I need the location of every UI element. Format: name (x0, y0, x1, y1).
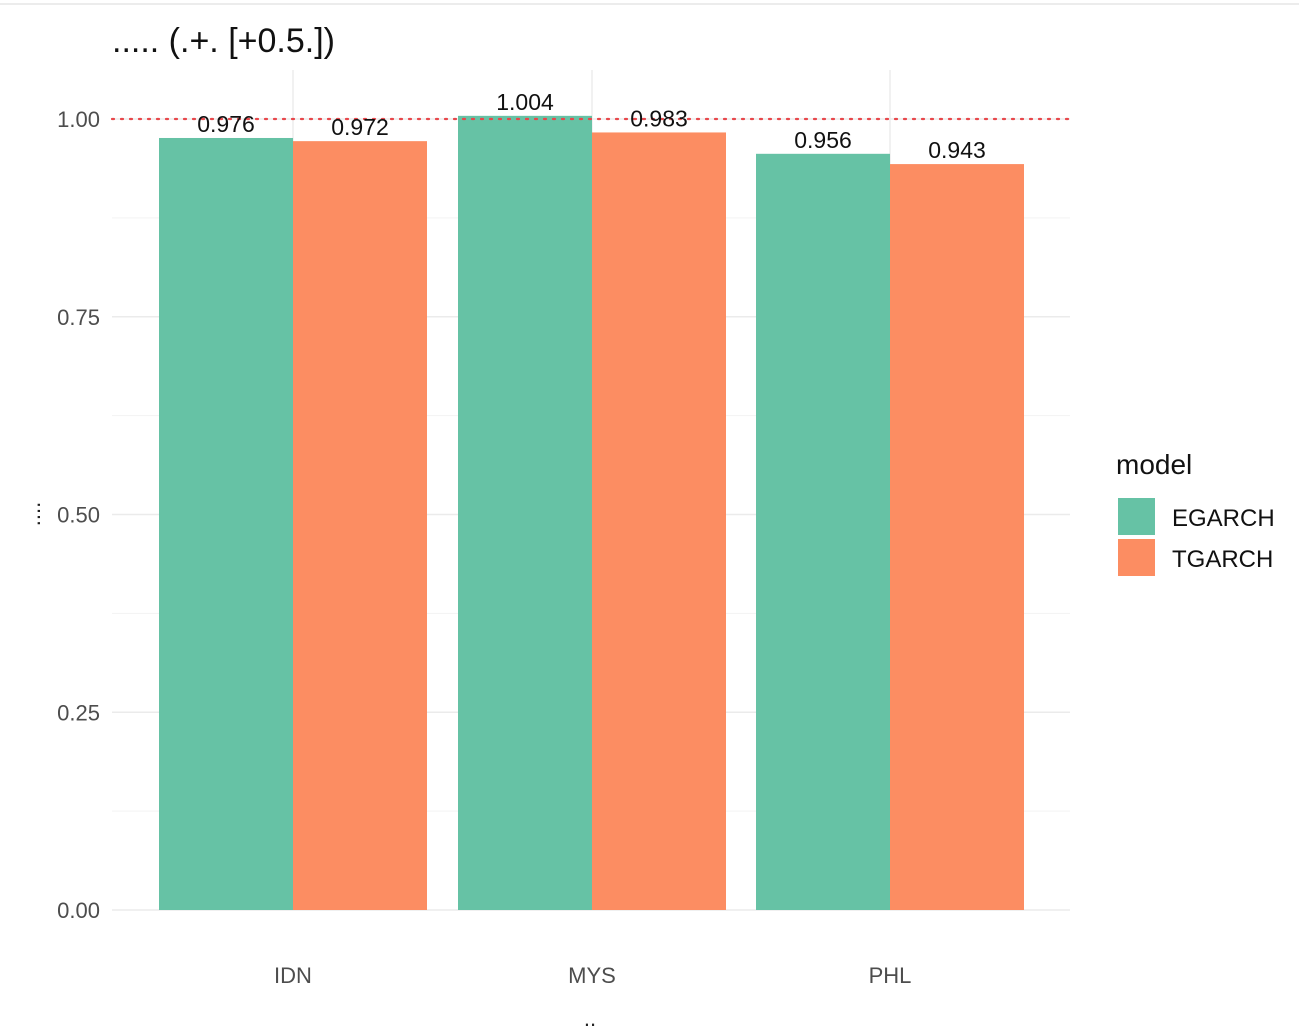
bar-egarch-idn (159, 137, 293, 910)
y-axis-title: .... (20, 502, 45, 526)
data-label-tgarch-idn: 0.972 (331, 114, 389, 140)
data-label-egarch-mys: 1.004 (496, 89, 554, 115)
data-labels: 0.976 0.972 1.004 0.983 0.956 0.943 (197, 89, 986, 163)
legend-title: model (1116, 449, 1192, 480)
x-tick-label-phl: PHL (869, 963, 912, 988)
bar-tgarch-phl (890, 164, 1024, 910)
data-label-tgarch-phl: 0.943 (928, 137, 986, 163)
legend-label-egarch: EGARCH (1172, 505, 1275, 532)
data-label-tgarch-mys: 0.983 (630, 105, 688, 131)
y-tick-label: 0.00 (57, 898, 100, 923)
legend: model EGARCH TGARCH (1116, 449, 1275, 576)
data-label-egarch-idn: 0.976 (197, 111, 255, 137)
legend-label-tgarch: TGARCH (1172, 546, 1273, 573)
x-tick-label-mys: MYS (568, 963, 616, 988)
bar-egarch-phl (756, 153, 890, 910)
y-tick-label: 0.25 (57, 700, 100, 725)
bar-tgarch-idn (293, 141, 427, 910)
bar-egarch-mys (458, 115, 592, 910)
x-axis-title: .. (584, 1006, 596, 1031)
y-tick-label: 0.75 (57, 305, 100, 330)
chart-title: ..... (.+. [+0.5.]) (112, 22, 335, 60)
x-axis-ticks: IDN MYS PHL (274, 963, 911, 988)
y-tick-label: 1.00 (57, 107, 100, 132)
bar-tgarch-mys (592, 132, 726, 910)
y-tick-label: 0.50 (57, 503, 100, 528)
x-tick-label-idn: IDN (274, 963, 312, 988)
bars (159, 115, 1024, 910)
y-axis-ticks: 0.00 0.25 0.50 0.75 1.00 (57, 107, 100, 923)
legend-swatch-tgarch (1118, 539, 1155, 576)
data-label-egarch-phl: 0.956 (794, 127, 852, 153)
legend-items: EGARCH TGARCH (1118, 498, 1275, 576)
legend-swatch-egarch (1118, 498, 1155, 535)
